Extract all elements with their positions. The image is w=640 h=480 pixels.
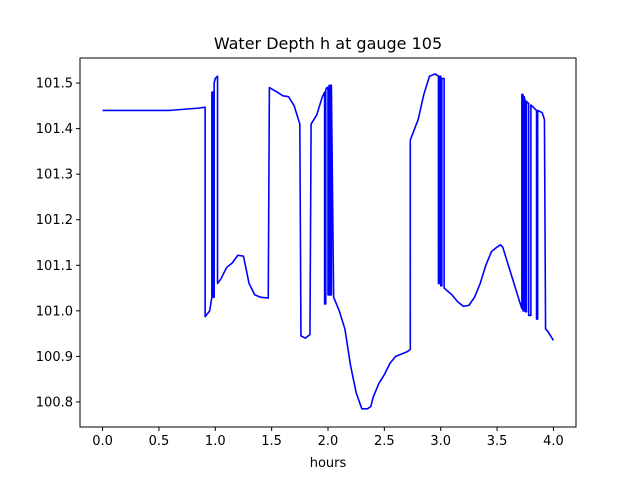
chart-title: Water Depth h at gauge 105 <box>214 34 442 53</box>
x-tick-label: 1.0 <box>205 434 226 449</box>
y-tick-label: 100.9 <box>36 350 73 365</box>
x-tick-label: 3.5 <box>487 434 508 449</box>
y-axis: 100.8 100.9 101.0 101.1 101.2 101.3 101.4 101.5 <box>36 77 80 410</box>
y-tick-label: 101.3 <box>36 168 73 183</box>
y-tick-label: 101.1 <box>36 259 73 274</box>
y-tick-label: 101.5 <box>36 77 73 92</box>
x-axis-label: hours <box>310 456 347 471</box>
x-tick-label: 2.5 <box>374 434 395 449</box>
axes-frame <box>79 57 577 428</box>
x-tick-label: 4.0 <box>543 434 564 449</box>
x-tick-label: 0.5 <box>149 434 170 449</box>
x-tick-label: 2.0 <box>318 434 339 449</box>
plot-area <box>102 73 555 410</box>
y-tick-label: 100.8 <box>36 395 73 410</box>
x-tick-label: 1.5 <box>261 434 282 449</box>
y-tick-label: 101.2 <box>36 213 73 228</box>
y-tick-label: 101.0 <box>36 304 73 319</box>
x-axis: 0.0 0.5 1.0 1.5 2.0 2.5 3.0 3.5 4.0 <box>92 427 564 449</box>
x-tick-label: 3.0 <box>430 434 451 449</box>
series-line-0 <box>102 73 555 410</box>
y-tick-label: 101.4 <box>36 122 73 137</box>
x-tick-label: 0.0 <box>92 434 113 449</box>
